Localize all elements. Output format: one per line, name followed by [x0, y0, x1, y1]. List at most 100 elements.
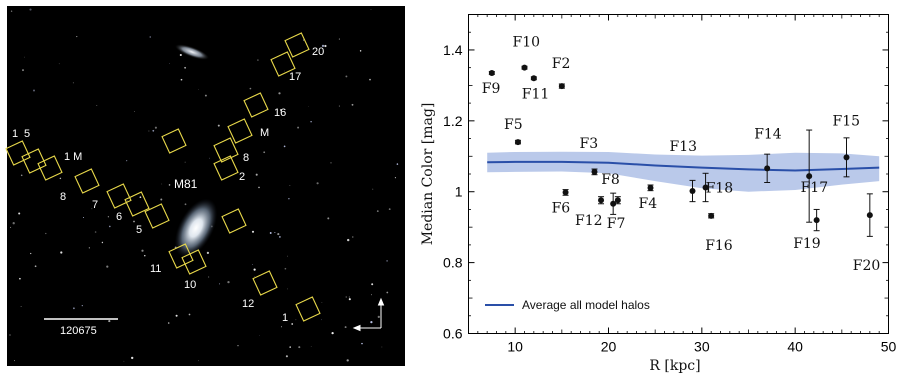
- star: [58, 63, 60, 65]
- star: [324, 44, 327, 48]
- star: [198, 360, 199, 362]
- y-tick-label: 1.4: [443, 42, 463, 58]
- field-box: [270, 51, 296, 77]
- point-marker: [562, 189, 569, 196]
- field-label: 1 M: [64, 151, 82, 163]
- star: [167, 322, 170, 324]
- star: [249, 87, 252, 90]
- star: [217, 124, 220, 127]
- star: [258, 186, 260, 189]
- star: [204, 94, 207, 97]
- data-point-f5: [514, 139, 521, 146]
- star: [149, 36, 151, 38]
- star: [94, 231, 97, 233]
- star: [169, 63, 170, 64]
- point-label-f16: F16: [705, 238, 733, 254]
- star: [184, 161, 186, 163]
- star: [281, 326, 283, 328]
- data-point-f12: [598, 196, 605, 205]
- star: [283, 70, 285, 72]
- star: [184, 203, 187, 206]
- star: [377, 315, 380, 319]
- star: [338, 105, 340, 107]
- point-marker: [521, 64, 528, 71]
- star: [316, 182, 319, 185]
- point-marker: [708, 212, 715, 219]
- axis-layer: 10 20 30 40 50 0.6 0.8 1 1.2 1.4: [443, 14, 896, 355]
- point-marker: [488, 69, 495, 76]
- star: [344, 326, 347, 329]
- data-point-f19: [806, 129, 813, 223]
- data-point-f11: [530, 75, 537, 82]
- point-label-f5: F5: [504, 117, 523, 133]
- star: [59, 177, 62, 180]
- field-labels: 1 5 1 M 8 7 6 5 11 10 2 8 M 16 17 20 12 …: [12, 46, 324, 324]
- field-box: [37, 155, 63, 181]
- data-point-f7: [614, 196, 621, 205]
- star: [109, 225, 111, 228]
- star: [321, 319, 322, 321]
- star: [207, 276, 210, 278]
- star: [180, 78, 183, 81]
- star: [376, 210, 379, 212]
- field-box: [213, 137, 239, 163]
- star: [168, 184, 171, 186]
- star: [348, 296, 350, 298]
- star: [19, 277, 21, 280]
- star: [101, 241, 104, 244]
- star: [22, 69, 24, 72]
- star: [321, 44, 325, 48]
- star: [24, 56, 25, 58]
- field-box: [252, 270, 278, 296]
- scale-bar-label: 120675: [60, 325, 97, 337]
- color-radius-chart: F9 F10 F11 F2 F5 F6 F3 F12 F8 F7 F4 F13 F18 F16 F14 F19…: [405, 0, 905, 374]
- field-box: [227, 118, 253, 144]
- star: [184, 66, 187, 69]
- data-point-f6: [562, 189, 569, 196]
- star: [394, 177, 396, 179]
- field-label: 1: [12, 128, 18, 140]
- star: [10, 226, 12, 228]
- star: [289, 185, 291, 186]
- star: [310, 121, 312, 123]
- star: [139, 196, 142, 199]
- star: [259, 335, 261, 336]
- field-label: 5: [24, 128, 30, 140]
- data-point-f18: [702, 172, 709, 203]
- star: [345, 75, 348, 78]
- point-marker: [843, 154, 850, 161]
- data-point-f15: [843, 137, 850, 178]
- point-marker: [813, 217, 820, 224]
- point-label-f15: F15: [833, 113, 861, 129]
- star: [359, 50, 362, 52]
- star: [386, 291, 389, 294]
- star: [352, 236, 354, 238]
- star: [308, 106, 309, 107]
- field-box: [144, 203, 170, 229]
- star: [107, 216, 110, 218]
- star: [237, 345, 239, 347]
- star: [144, 255, 146, 257]
- star: [291, 323, 294, 325]
- star: [289, 346, 291, 348]
- star: [45, 232, 47, 235]
- point-marker: [591, 168, 598, 175]
- star: [206, 251, 210, 255]
- galaxy-label: M81: [174, 177, 198, 191]
- star: [361, 342, 363, 345]
- field-box: [106, 183, 132, 209]
- data-point-f4: [647, 184, 654, 192]
- star: [330, 162, 332, 164]
- star: [396, 163, 399, 165]
- star: [82, 216, 85, 219]
- point-marker: [614, 197, 621, 204]
- star: [327, 217, 330, 220]
- star: [287, 255, 288, 257]
- star: [18, 212, 21, 215]
- star: [370, 9, 372, 10]
- field-label: 5: [136, 224, 142, 236]
- star: [274, 232, 276, 233]
- star: [346, 359, 349, 362]
- star: [321, 302, 323, 303]
- star: [74, 152, 76, 154]
